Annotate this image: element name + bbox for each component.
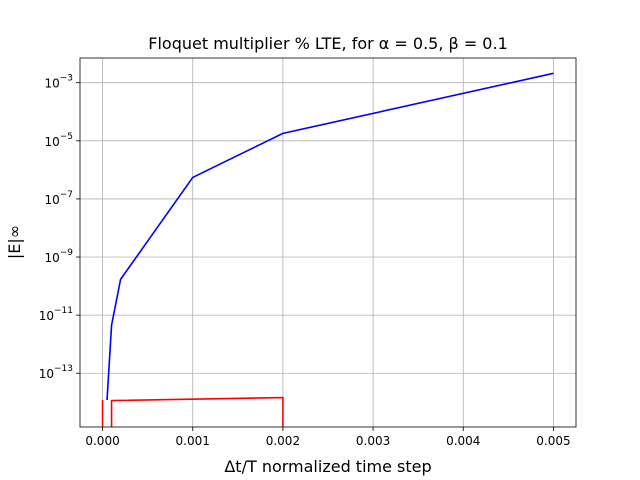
y-tick-exponent: −11 [54, 306, 73, 316]
y-tick-label: 10−9 [44, 248, 73, 265]
chart-title: Floquet multiplier % LTE, for α = 0.5, β… [148, 34, 508, 53]
series-line-0 [106, 72, 554, 401]
x-tick-label: 0.000 [85, 434, 119, 448]
grid-layer [80, 58, 576, 427]
series-line-1 [101, 396, 284, 427]
y-tick-base: 10 [44, 251, 59, 265]
y-tick-base: 10 [44, 193, 59, 207]
y-tick-base: 10 [44, 135, 59, 149]
y-tick-exponent: −7 [60, 190, 73, 200]
y-tick-label: 10−7 [44, 190, 73, 207]
y-tick-base: 10 [39, 309, 54, 323]
series-layer [101, 72, 554, 427]
y-axis-label: |E|∞ [5, 225, 24, 259]
x-tick-label: 0.004 [446, 434, 480, 448]
tick-layer: 0.000 0.001 0.002 0.003 0.004 0.00510−1310−11… [39, 74, 571, 448]
y-tick-label: 10−11 [39, 306, 73, 323]
x-tick-label: 0.005 [536, 434, 570, 448]
x-tick-label: 0.003 [356, 434, 390, 448]
x-tick-label: 0.002 [266, 434, 300, 448]
y-tick-base: 10 [44, 77, 59, 91]
x-tick-label: 0.001 [176, 434, 210, 448]
x-axis-label: Δt/T normalized time step [224, 457, 431, 476]
y-tick-base: 10 [39, 367, 54, 381]
y-tick-exponent: −3 [60, 74, 73, 84]
y-tick-exponent: −9 [60, 248, 74, 258]
y-tick-exponent: −5 [60, 132, 73, 142]
y-tick-label: 10−13 [39, 364, 73, 381]
plot-frame [79, 57, 577, 428]
y-tick-exponent: −13 [54, 364, 73, 374]
y-tick-label: 10−3 [44, 74, 73, 91]
y-tick-label: 10−5 [44, 132, 73, 149]
